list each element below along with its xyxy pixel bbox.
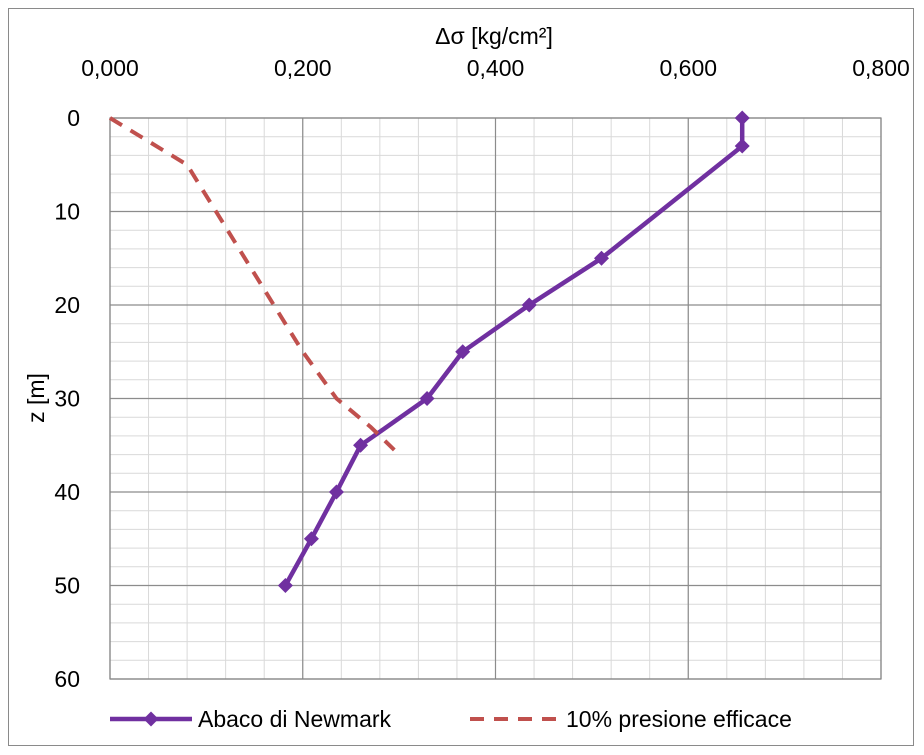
- plot-area: [109, 117, 882, 680]
- y-tick-label: 10: [54, 199, 80, 225]
- x-tick-label: 0,800: [852, 55, 910, 81]
- y-tick-label: 30: [54, 386, 80, 412]
- series-line: [108, 116, 396, 452]
- series-line: [283, 118, 745, 587]
- data-point-marker: [455, 344, 471, 360]
- legend-label-newmark: Abaco di Newmark: [198, 706, 392, 732]
- x-axis-title: Δσ [kg/cm²]: [435, 23, 553, 49]
- legend: Abaco di Newmark 10% presione efficace: [110, 706, 792, 732]
- data-point-marker: [594, 250, 610, 266]
- data-point-marker: [734, 110, 750, 126]
- y-tick-label: 0: [67, 105, 80, 131]
- y-tick-label: 50: [54, 573, 80, 599]
- data-point-marker: [521, 297, 537, 313]
- x-tick-label: 0,200: [274, 55, 332, 81]
- x-tick-labels: 0,000 0,200 0,400 0,600 0,800: [81, 55, 910, 81]
- data-point-marker: [353, 437, 369, 453]
- data-point-marker: [303, 531, 319, 547]
- legend-label-presione: 10% presione efficace: [566, 706, 792, 732]
- data-point-marker: [734, 138, 750, 154]
- x-tick-label: 0,000: [81, 55, 139, 81]
- data-point-marker: [328, 484, 344, 500]
- series-layer: [108, 110, 750, 593]
- y-tick-label: 40: [54, 479, 80, 505]
- x-tick-label: 0,600: [659, 55, 717, 81]
- x-tick-label: 0,400: [467, 55, 525, 81]
- legend-marker-newmark: [143, 711, 159, 727]
- y-tick-label: 20: [54, 292, 80, 318]
- y-tick-label: 60: [54, 666, 80, 692]
- data-point-marker: [419, 391, 435, 406]
- data-point-marker: [277, 578, 293, 593]
- y-tick-labels: 0 10 20 30 40 50 60: [54, 105, 80, 692]
- y-axis-title: z [m]: [23, 373, 49, 423]
